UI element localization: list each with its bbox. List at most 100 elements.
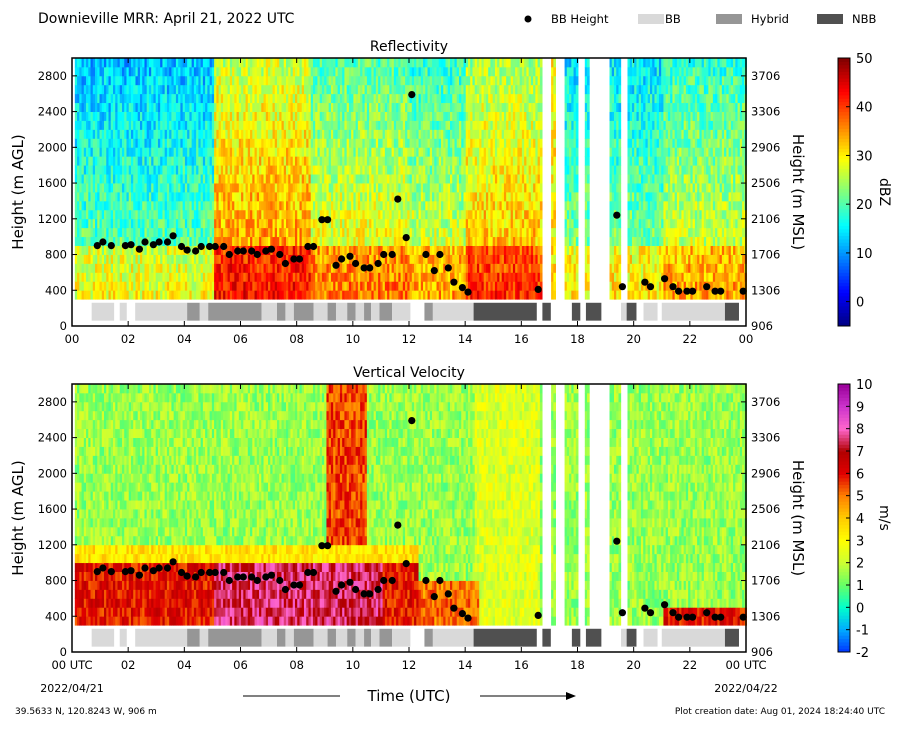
heatmap-cell <box>441 281 444 291</box>
heatmap-cell <box>220 281 224 291</box>
heatmap-cell <box>148 75 152 86</box>
heatmap-cell <box>95 236 98 246</box>
heatmap-cell <box>135 93 139 104</box>
heatmap-cell <box>290 84 294 95</box>
heatmap-cell <box>144 281 148 291</box>
heatmap-column <box>115 58 118 300</box>
heatmap-cell <box>420 129 424 139</box>
heatmap-cell <box>380 102 384 112</box>
heatmap-column <box>180 58 184 300</box>
heatmap-cell <box>330 254 334 264</box>
heatmap-cell <box>259 192 262 202</box>
heatmap-cell <box>99 183 103 193</box>
heatmap-cell <box>346 263 350 273</box>
heatmap-cell <box>209 75 213 86</box>
heatmap-cell <box>207 147 211 157</box>
heatmap-column <box>297 58 300 300</box>
heatmap-cell <box>232 165 235 175</box>
heatmap-cell <box>151 129 154 139</box>
heatmap-cell <box>187 183 190 193</box>
heatmap-cell <box>216 254 219 264</box>
heatmap-cell <box>380 209 384 220</box>
heatmap-cell <box>95 218 98 229</box>
heatmap-cell <box>214 84 217 95</box>
heatmap-column <box>447 58 451 300</box>
heatmap-cell <box>218 120 222 130</box>
heatmap-cell <box>378 84 381 95</box>
heatmap-cell <box>297 263 300 273</box>
heatmap-cell <box>189 58 193 68</box>
heatmap-cell <box>205 156 208 166</box>
heatmap-cell <box>357 174 361 184</box>
heatmap-cell <box>119 111 123 121</box>
heatmap-cell <box>121 156 125 166</box>
heatmap-cell <box>88 281 91 291</box>
heatmap-cell <box>117 192 121 202</box>
heatmap-cell <box>225 120 228 130</box>
heatmap-cell <box>198 147 202 157</box>
heatmap-cell <box>396 84 399 95</box>
heatmap-cell <box>157 245 161 255</box>
heatmap-cell <box>360 93 363 104</box>
heatmap-cell <box>166 200 170 211</box>
heatmap-cell <box>169 263 172 273</box>
heatmap-cell <box>346 227 350 238</box>
heatmap-cell <box>155 138 159 148</box>
heatmap-cell <box>97 192 100 202</box>
heatmap-cell <box>115 192 118 202</box>
heatmap-cell <box>366 58 370 68</box>
heatmap-cell <box>117 245 121 255</box>
heatmap-cell <box>283 147 287 157</box>
heatmap-cell <box>234 200 237 211</box>
heatmap-cell <box>241 272 244 282</box>
heatmap-cell <box>211 147 215 157</box>
heatmap-cell <box>216 290 219 300</box>
heatmap-cell <box>113 227 116 238</box>
heatmap-cell <box>407 218 410 229</box>
heatmap-cell <box>202 156 206 166</box>
heatmap-cell <box>432 75 435 86</box>
heatmap-cell <box>335 218 339 229</box>
heatmap-cell <box>315 75 318 86</box>
heatmap-cell <box>202 66 206 77</box>
heatmap-cell <box>292 120 296 130</box>
heatmap-cell <box>353 66 357 77</box>
heatmap-cell <box>110 120 114 130</box>
heatmap-cell <box>312 84 316 95</box>
heatmap-cell <box>447 209 451 220</box>
heatmap-cell <box>137 58 141 68</box>
heatmap-cell <box>414 147 417 157</box>
heatmap-cell <box>268 111 271 121</box>
heatmap-cell <box>113 93 116 104</box>
heatmap-cell <box>241 192 244 202</box>
heatmap-cell <box>355 156 359 166</box>
heatmap-cell <box>348 192 352 202</box>
heatmap-cell <box>364 209 368 220</box>
heatmap-cell <box>151 66 154 77</box>
heatmap-cell <box>115 102 118 112</box>
heatmap-cell <box>346 183 350 193</box>
heatmap-cell <box>398 111 401 121</box>
heatmap-cell <box>95 156 98 166</box>
heatmap-cell <box>400 129 404 139</box>
heatmap-cell <box>263 200 267 211</box>
heatmap-cell <box>115 245 118 255</box>
heatmap-cell <box>290 183 294 193</box>
heatmap-cell <box>423 147 426 157</box>
heatmap-cell <box>434 129 437 139</box>
heatmap-cell <box>113 102 116 112</box>
heatmap-cell <box>447 192 451 202</box>
heatmap-cell <box>416 183 419 193</box>
heatmap-cell <box>292 165 296 175</box>
heatmap-cell <box>101 138 105 148</box>
heatmap-cell <box>357 138 361 148</box>
heatmap-cell <box>382 156 386 166</box>
heatmap-cell <box>252 209 255 220</box>
heatmap-cell <box>306 254 309 264</box>
heatmap-cell <box>362 120 366 130</box>
heatmap-cell <box>317 209 321 220</box>
heatmap-cell <box>245 218 249 229</box>
heatmap-cell <box>411 84 415 95</box>
heatmap-cell <box>418 272 422 282</box>
heatmap-cell <box>220 93 224 104</box>
